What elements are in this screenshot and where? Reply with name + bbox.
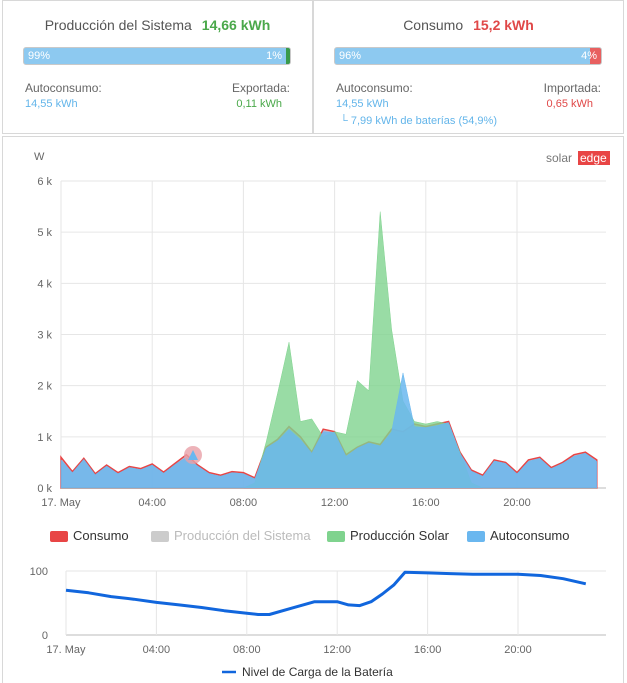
summary-header: Producción del Sistema 14,66 kWh 99% 1% A… <box>0 0 627 136</box>
consumption-bar-left-pct: 96% <box>339 50 362 62</box>
production-bar-left-pct: 99% <box>28 50 51 62</box>
legend-consumo-label: Consumo <box>73 528 129 543</box>
production-title-label: Producción del Sistema <box>44 17 192 33</box>
consumption-bar-import <box>590 48 601 64</box>
production-self-label: Autoconsumo: <box>25 81 102 95</box>
consumption-bar: 96% 4% <box>334 47 602 65</box>
legend-consumo[interactable]: Consumo <box>50 528 129 543</box>
legend-autoconsumo-swatch <box>467 531 485 543</box>
legend-produccion-sistema-swatch <box>151 531 169 543</box>
production-total: 14,66 kWh <box>201 17 271 33</box>
production-bar-export <box>286 48 290 64</box>
chart-container <box>2 136 624 683</box>
consumption-self-value: 14,55 kWh <box>336 98 389 110</box>
production-bar: 99% 1% <box>23 47 291 65</box>
legend-autoconsumo-label: Autoconsumo <box>490 528 570 543</box>
consumption-total: 15,2 kWh <box>473 17 534 33</box>
production-export-value: 0,11 kWh <box>236 98 282 110</box>
production-panel: Producción del Sistema 14,66 kWh 99% 1% A… <box>2 0 313 134</box>
legend-produccion-solar[interactable]: Producción Solar <box>327 528 449 543</box>
legend-produccion-sistema[interactable]: Producción del Sistema <box>151 528 311 543</box>
consumption-bar-right-pct: 4% <box>581 50 597 62</box>
production-title: Producción del Sistema 14,66 kWh <box>3 17 312 33</box>
legend-produccion-solar-swatch <box>327 531 345 543</box>
consumption-import-label: Importada: <box>543 81 601 95</box>
legend-consumo-swatch <box>50 531 68 543</box>
consumption-import-value: 0,65 kWh <box>546 98 593 110</box>
consumption-title: Consumo 15,2 kWh <box>314 17 623 33</box>
consumption-self-label: Autoconsumo: <box>336 81 413 95</box>
production-export-label: Exportada: <box>231 81 290 95</box>
production-bar-right-pct: 1% <box>266 50 282 62</box>
consumption-title-label: Consumo <box>403 17 464 33</box>
consumption-battery-note: └ 7,99 kWh de baterías (54,9%) <box>340 115 497 127</box>
legend-produccion-solar-label: Producción Solar <box>350 528 449 543</box>
production-self-value: 14,55 kWh <box>25 98 78 110</box>
consumption-panel: Consumo 15,2 kWh 96% 4% Autoconsumo: 14,5… <box>313 0 624 134</box>
legend-produccion-sistema-label: Producción del Sistema <box>174 528 311 543</box>
legend-autoconsumo[interactable]: Autoconsumo <box>467 528 570 543</box>
